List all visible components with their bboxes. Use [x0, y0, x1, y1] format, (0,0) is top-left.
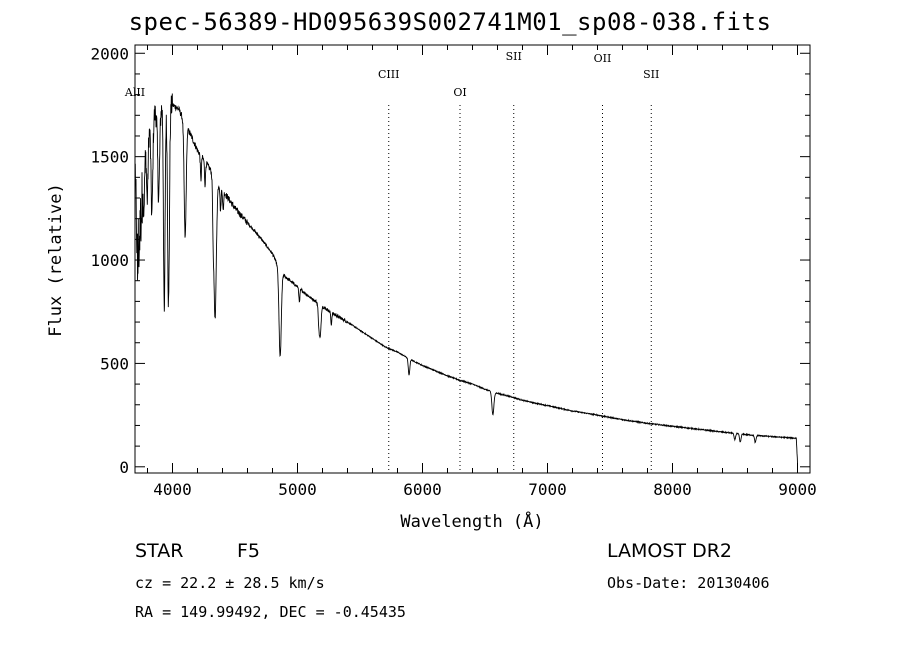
plot-frame: [134, 44, 811, 474]
y-axis-label: Flux (relative): [46, 183, 66, 337]
y-tick-label: 0: [119, 458, 129, 477]
x-tick-label: 5000: [278, 480, 317, 499]
marker-label-sii: SII: [643, 68, 659, 81]
x-tick-label: 4000: [153, 480, 192, 499]
spectrum-series: [134, 93, 798, 464]
marker-label-oii: OII: [594, 52, 612, 65]
class-label: STAR: [135, 540, 184, 562]
y-tick-label: 1500: [90, 148, 129, 167]
x-tick-label: 8000: [653, 480, 692, 499]
x-tick-label: 7000: [528, 480, 567, 499]
spectrum-line: [134, 93, 798, 464]
x-axis-label: Wavelength (Å): [400, 512, 544, 532]
survey-label: LAMOST DR2: [607, 540, 732, 562]
marker-label-oi: OI: [453, 86, 466, 99]
chart-title: spec-56389-HD095639S002741M01_sp08-038.f…: [128, 8, 772, 36]
marker-label-ciii: CIII: [378, 68, 399, 81]
obs-date-text: Obs-Date: 20130406: [607, 574, 770, 592]
coordinates-text: RA = 149.99492, DEC = -0.45435: [135, 603, 406, 621]
marker-labels: AlII CIII OI SII OII SII: [124, 50, 659, 99]
x-tick-label: 6000: [403, 480, 442, 499]
subclass-label: F5: [237, 540, 261, 562]
axes: 4000 5000 6000 7000 8000 9000 0 500 1000 1500 2000: [90, 44, 816, 499]
y-tick-label: 500: [100, 354, 129, 373]
marker-label-sii: SII: [506, 50, 522, 63]
marker-label-alii: AlII: [124, 86, 145, 99]
marker-lines: [388, 105, 652, 473]
y-tick-label: 1000: [90, 251, 129, 270]
redshift-text: cz = 22.2 ± 28.5 km/s: [135, 574, 325, 592]
y-tick-label: 2000: [90, 44, 129, 63]
x-tick-label: 9000: [778, 480, 817, 499]
